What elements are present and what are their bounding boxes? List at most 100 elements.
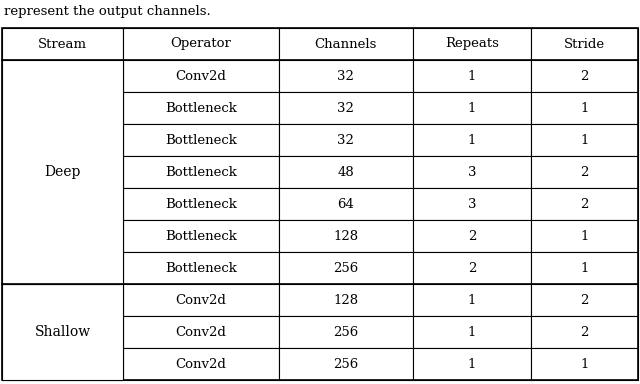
Bar [531,348,638,380]
Bar [278,220,413,252]
Text: represent the output channels.: represent the output channels. [4,5,211,18]
Text: Shallow: Shallow [35,325,90,339]
Text: Bottleneck: Bottleneck [165,166,237,179]
Bar [123,92,278,124]
Bar [2,60,123,92]
Text: 1: 1 [468,134,476,147]
Text: 3: 3 [468,166,476,179]
Bar [2,28,123,60]
Text: 32: 32 [337,134,355,147]
Bar [413,28,531,60]
Bar [413,220,531,252]
Bar [531,28,638,60]
Text: 1: 1 [468,293,476,306]
Text: Conv2d: Conv2d [175,326,226,339]
Bar [531,316,638,348]
Bar [413,284,531,316]
Text: Bottleneck: Bottleneck [165,101,237,114]
Text: 2: 2 [580,166,589,179]
Bar [413,92,531,124]
Text: 256: 256 [333,358,358,371]
Bar [278,60,413,92]
Text: 128: 128 [333,230,358,243]
Bar [123,188,278,220]
Bar [123,124,278,156]
Bar [413,188,531,220]
Bar [278,92,413,124]
Text: Bottleneck: Bottleneck [165,197,237,210]
Text: Channels: Channels [315,38,377,51]
Bar [2,60,123,284]
Bar [278,252,413,284]
Bar [531,156,638,188]
Text: 2: 2 [468,230,476,243]
Text: Conv2d: Conv2d [175,293,226,306]
Bar [413,60,531,92]
Text: 1: 1 [580,262,589,275]
Text: 1: 1 [580,134,589,147]
Bar [123,220,278,252]
Bar [278,284,413,316]
Text: 1: 1 [468,358,476,371]
Text: 2: 2 [580,70,589,83]
Bar [2,188,123,220]
Bar [531,60,638,92]
Bar [123,28,278,60]
Bar [278,156,413,188]
Text: 1: 1 [580,230,589,243]
Text: Deep: Deep [44,165,81,179]
Text: Operator: Operator [170,38,231,51]
Text: 1: 1 [468,326,476,339]
Bar [123,284,278,316]
Bar [531,252,638,284]
Bar [2,348,123,380]
Text: Bottleneck: Bottleneck [165,262,237,275]
Bar [413,316,531,348]
Bar [123,348,278,380]
Text: 256: 256 [333,262,358,275]
Bar [413,156,531,188]
Text: 2: 2 [580,326,589,339]
Bar [531,188,638,220]
Bar [278,28,413,60]
Bar [413,124,531,156]
Bar [413,348,531,380]
Bar [123,60,278,92]
Bar [2,284,123,316]
Bar [278,188,413,220]
Text: 32: 32 [337,101,355,114]
Text: Repeats: Repeats [445,38,499,51]
Text: Bottleneck: Bottleneck [165,230,237,243]
Bar [278,348,413,380]
Text: 2: 2 [580,197,589,210]
Text: 3: 3 [468,197,476,210]
Bar [278,124,413,156]
Text: 48: 48 [337,166,355,179]
Text: 2: 2 [580,293,589,306]
Bar [2,124,123,156]
Bar [2,284,123,380]
Bar [2,156,123,188]
Bar [2,60,123,284]
Bar [531,92,638,124]
Text: 1: 1 [468,101,476,114]
Text: 1: 1 [580,101,589,114]
Text: 128: 128 [333,293,358,306]
Text: Bottleneck: Bottleneck [165,134,237,147]
Bar [2,284,123,380]
Bar [2,316,123,348]
Text: Stride: Stride [564,38,605,51]
Bar [531,124,638,156]
Bar [123,252,278,284]
Text: 256: 256 [333,326,358,339]
Bar [123,316,278,348]
Bar [2,92,123,124]
Text: 32: 32 [337,70,355,83]
Bar [2,220,123,252]
Text: 1: 1 [580,358,589,371]
Text: 64: 64 [337,197,355,210]
Bar [531,284,638,316]
Bar [413,252,531,284]
Text: 1: 1 [468,70,476,83]
Bar [531,220,638,252]
